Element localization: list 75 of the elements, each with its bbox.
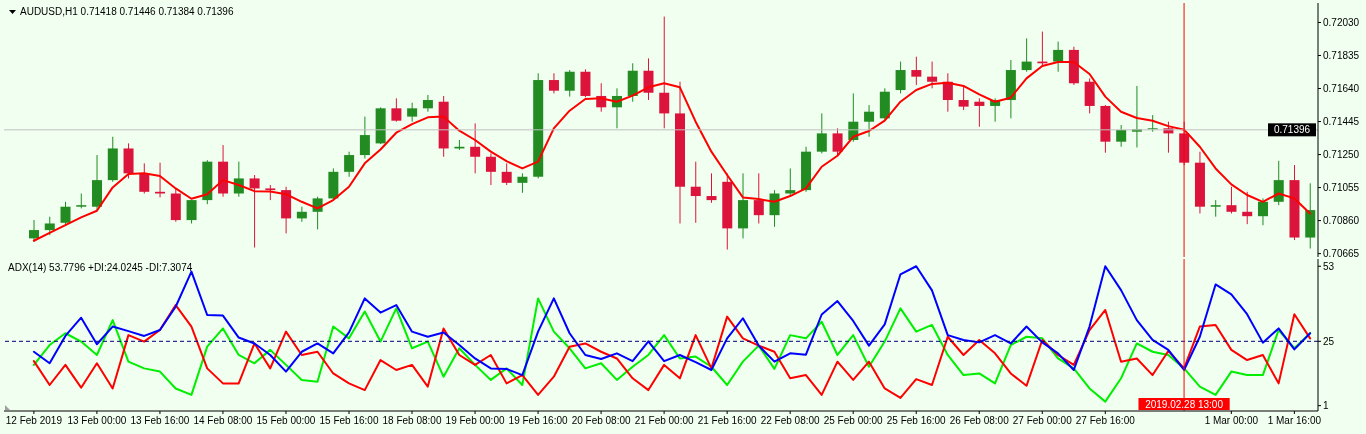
x-tick-label: 19 Feb 00:00 — [445, 415, 505, 426]
candlestick — [832, 127, 843, 156]
candlestick — [706, 172, 717, 204]
candlestick — [249, 174, 260, 249]
candlestick — [501, 162, 512, 186]
candlestick — [517, 172, 528, 194]
y-tick-label: 0.72030 — [1323, 17, 1360, 29]
x-tick-label: 18 Feb 08:00 — [382, 415, 442, 426]
chart-title: AUDUSD,H1 0.71418 0.71446 0.71384 0.71396 — [20, 6, 234, 17]
x-tick-label: 13 Feb 00:00 — [67, 415, 127, 426]
x-tick-label: 26 Feb 08:00 — [949, 415, 1010, 426]
candlestick — [564, 69, 575, 98]
x-tick-label: 14 Feb 08:00 — [193, 415, 253, 426]
x-tick-label: 13 Feb 16:00 — [130, 415, 190, 426]
candlestick — [958, 84, 969, 111]
candlestick — [643, 57, 654, 101]
x-tick-label: 27 Feb 16:00 — [1075, 415, 1136, 426]
candlestick — [60, 201, 71, 226]
candlestick — [139, 162, 150, 194]
candlestick — [1273, 160, 1284, 206]
y-tick-label: 0.71055 — [1323, 182, 1360, 194]
ref-line-label: 0.71396 — [1273, 124, 1311, 136]
y-tick-label: 0.71640 — [1323, 83, 1360, 95]
candlestick — [1257, 197, 1268, 226]
y-tick-label: 53 — [1323, 260, 1335, 272]
candlestick — [816, 112, 827, 154]
chart-title: ADX(14) 53.7796 +DI:24.0245 -DI:7.3074 — [8, 262, 193, 273]
x-tick-label: 20 Feb 08:00 — [571, 415, 631, 426]
y-tick-label: 0.71835 — [1323, 50, 1360, 62]
x-tick-label: 22 Feb 08:00 — [760, 415, 821, 426]
candlestick — [422, 94, 433, 113]
y-tick-label: 0.71445 — [1323, 116, 1360, 128]
x-tick-label: 25 Feb 16:00 — [886, 415, 947, 426]
candlestick — [485, 152, 496, 186]
candlestick — [29, 219, 39, 243]
candlestick — [359, 116, 370, 159]
candlestick — [690, 161, 701, 224]
x-tick-label: 15 Feb 16:00 — [319, 415, 379, 426]
y-tick-label: 0.71250 — [1323, 149, 1360, 161]
candlestick — [753, 172, 764, 224]
candlestick — [391, 97, 402, 123]
x-tick-label: 19 Feb 16:00 — [508, 415, 568, 426]
x-tick-label: 21 Feb 00:00 — [634, 415, 695, 426]
x-tick-label: 2019.02.28 13:00 — [1145, 398, 1224, 410]
candlestick — [864, 104, 875, 138]
candlestick — [155, 162, 166, 198]
candlestick — [927, 61, 938, 89]
candlestick — [974, 97, 985, 128]
candlestick — [44, 216, 55, 236]
candlestick — [470, 122, 481, 174]
x-tick-label: 15 Feb 00:00 — [256, 415, 316, 426]
y-tick-label: 0.70860 — [1323, 215, 1360, 227]
x-tick-label: 1 Mar 00:00 — [1204, 415, 1259, 426]
candlestick — [296, 206, 307, 223]
y-tick-label: 0.70665 — [1323, 248, 1360, 260]
candlestick — [895, 61, 906, 94]
x-tick-label: 27 Feb 00:00 — [1012, 415, 1073, 426]
candlestick — [1053, 41, 1064, 73]
candlestick — [186, 199, 197, 224]
candlestick — [344, 151, 355, 178]
candlestick — [1242, 191, 1253, 225]
candlestick — [548, 72, 559, 94]
candlestick — [1116, 124, 1127, 148]
y-tick-label: 25 — [1323, 335, 1335, 347]
candlestick — [1021, 37, 1032, 73]
y-tick-label: 1 — [1323, 400, 1329, 412]
x-tick-label: 1 Mar 16:00 — [1267, 415, 1322, 426]
x-tick-label: 12 Feb 2019 — [5, 415, 63, 426]
candlestick — [1226, 186, 1237, 214]
candlestick — [407, 102, 418, 123]
x-tick-label: 25 Feb 00:00 — [823, 415, 884, 426]
x-tick-label: 21 Feb 16:00 — [697, 415, 758, 426]
candlestick — [659, 16, 670, 129]
candlestick — [785, 167, 796, 198]
candlestick — [911, 56, 922, 86]
